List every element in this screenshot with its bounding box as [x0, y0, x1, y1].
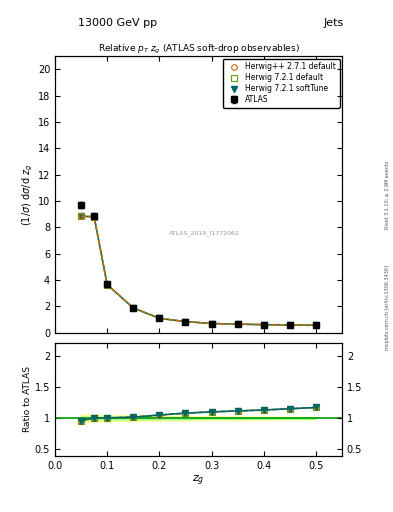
Herwig 7.2.1 default: [92, 214, 97, 220]
Herwig++ 2.7.1 default: [287, 322, 292, 328]
Herwig++ 2.7.1 default: [157, 315, 162, 322]
Herwig 7.2.1 softTune: [261, 322, 266, 328]
Herwig 7.2.1 default: [183, 318, 188, 325]
X-axis label: $z_g$: $z_g$: [192, 473, 205, 488]
Herwig++ 2.7.1 default: [131, 305, 136, 311]
Text: mcplots.cern.ch [arXiv:1306.3436]: mcplots.cern.ch [arXiv:1306.3436]: [385, 265, 389, 350]
Herwig 7.2.1 softTune: [79, 213, 83, 219]
Herwig 7.2.1 default: [131, 305, 136, 311]
Herwig 7.2.1 softTune: [131, 305, 136, 311]
Y-axis label: Ratio to ATLAS: Ratio to ATLAS: [23, 367, 32, 432]
Herwig 7.2.1 default: [287, 322, 292, 328]
Herwig++ 2.7.1 default: [314, 322, 318, 328]
Herwig 7.2.1 default: [314, 322, 318, 328]
Herwig++ 2.7.1 default: [79, 213, 83, 219]
Herwig 7.2.1 default: [79, 213, 83, 219]
Y-axis label: $(1/\sigma)$ d$\sigma$/d $z_g$: $(1/\sigma)$ d$\sigma$/d $z_g$: [20, 163, 35, 226]
Herwig++ 2.7.1 default: [235, 321, 240, 327]
Herwig 7.2.1 softTune: [92, 214, 97, 220]
Herwig 7.2.1 default: [157, 315, 162, 322]
Herwig 7.2.1 default: [209, 321, 214, 327]
Text: Jets: Jets: [324, 18, 344, 28]
Herwig 7.2.1 softTune: [157, 315, 162, 322]
Line: Herwig 7.2.1 default: Herwig 7.2.1 default: [78, 214, 319, 328]
Herwig 7.2.1 default: [105, 282, 110, 288]
Herwig++ 2.7.1 default: [261, 322, 266, 328]
Herwig 7.2.1 softTune: [209, 321, 214, 327]
Title: Relative $p_T$ $z_g$ (ATLAS soft-drop observables): Relative $p_T$ $z_g$ (ATLAS soft-drop ob…: [97, 43, 299, 56]
Herwig++ 2.7.1 default: [183, 318, 188, 325]
Line: Herwig++ 2.7.1 default: Herwig++ 2.7.1 default: [78, 214, 319, 328]
Herwig 7.2.1 softTune: [183, 318, 188, 325]
Herwig 7.2.1 softTune: [287, 322, 292, 328]
Text: Rivet 3.1.10; ≥ 2.9M events: Rivet 3.1.10; ≥ 2.9M events: [385, 160, 389, 229]
Herwig++ 2.7.1 default: [209, 321, 214, 327]
Legend: Herwig++ 2.7.1 default, Herwig 7.2.1 default, Herwig 7.2.1 softTune, ATLAS: Herwig++ 2.7.1 default, Herwig 7.2.1 def…: [223, 58, 340, 108]
Herwig 7.2.1 softTune: [314, 322, 318, 328]
Text: ATLAS_2019_I1772062: ATLAS_2019_I1772062: [169, 230, 240, 236]
Herwig 7.2.1 default: [235, 321, 240, 327]
Herwig 7.2.1 default: [261, 322, 266, 328]
Herwig++ 2.7.1 default: [92, 214, 97, 220]
Line: Herwig 7.2.1 softTune: Herwig 7.2.1 softTune: [78, 214, 319, 328]
Herwig++ 2.7.1 default: [105, 282, 110, 288]
Herwig 7.2.1 softTune: [105, 282, 110, 288]
Herwig 7.2.1 softTune: [235, 321, 240, 327]
Text: 13000 GeV pp: 13000 GeV pp: [78, 18, 158, 28]
